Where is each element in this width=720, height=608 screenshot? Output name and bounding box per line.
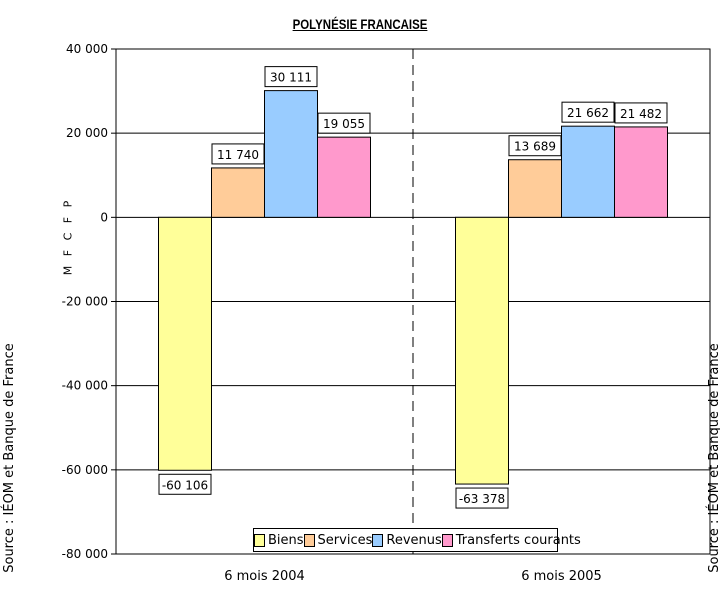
bar bbox=[455, 216, 509, 485]
data-label: 30 111 bbox=[270, 71, 312, 85]
data-label-box bbox=[158, 473, 212, 495]
bar bbox=[614, 126, 668, 218]
legend-swatch-services bbox=[303, 533, 315, 547]
bar bbox=[158, 216, 212, 471]
x-tick-label: 6 mois 2005 bbox=[521, 569, 602, 584]
data-label: 21 662 bbox=[567, 106, 609, 120]
y-tick-label: -20 000 bbox=[62, 295, 108, 309]
legend-swatch-transferts bbox=[441, 533, 453, 547]
legend-item-revenus: Revenus bbox=[372, 532, 442, 548]
legend-label-transferts: Transferts courants bbox=[455, 532, 581, 548]
chart-plot: 40 000 20 000 0 -20 000 -40 000 -60 000 -80 00… bbox=[62, 42, 711, 584]
bar bbox=[317, 136, 371, 218]
data-label: 11 740 bbox=[217, 148, 259, 162]
legend: Biens Services Revenus Transferts couran… bbox=[253, 528, 581, 552]
data-label-box bbox=[614, 102, 668, 124]
data-label: 19 055 bbox=[323, 117, 365, 131]
legend-label-biens: Biens bbox=[268, 532, 304, 548]
y-tick-label: 40 000 bbox=[66, 42, 108, 56]
data-label: 21 482 bbox=[620, 107, 662, 121]
bar bbox=[211, 167, 265, 218]
bar bbox=[264, 90, 318, 218]
y-tick-label: -60 000 bbox=[62, 463, 108, 477]
data-label: -60 106 bbox=[162, 478, 208, 492]
data-label: -63 378 bbox=[459, 492, 505, 506]
y-tick-label: 0 bbox=[100, 210, 108, 224]
legend-item-transferts: Transferts courants bbox=[441, 532, 581, 548]
bar bbox=[561, 125, 615, 218]
data-label-box bbox=[455, 487, 509, 509]
legend-label-revenus: Revenus bbox=[386, 532, 442, 548]
legend-swatch-revenus bbox=[372, 533, 384, 547]
data-label: 13 689 bbox=[514, 140, 556, 154]
data-label-box bbox=[317, 112, 371, 134]
legend-item-biens: Biens bbox=[254, 533, 304, 548]
data-label-box bbox=[264, 66, 318, 88]
y-tick-label: 20 000 bbox=[66, 126, 108, 140]
chart-title: POLYNÉSIE FRANCAISE bbox=[292, 16, 428, 32]
legend-item-services: Services bbox=[303, 532, 373, 548]
y-tick-label: -40 000 bbox=[62, 379, 108, 393]
x-tick-label: 6 mois 2004 bbox=[224, 569, 305, 584]
legend-label-services: Services bbox=[317, 532, 373, 548]
bar bbox=[508, 159, 562, 218]
data-label-box bbox=[561, 101, 615, 123]
y-tick-label: -80 000 bbox=[62, 547, 108, 561]
legend-swatch-biens bbox=[254, 533, 265, 547]
